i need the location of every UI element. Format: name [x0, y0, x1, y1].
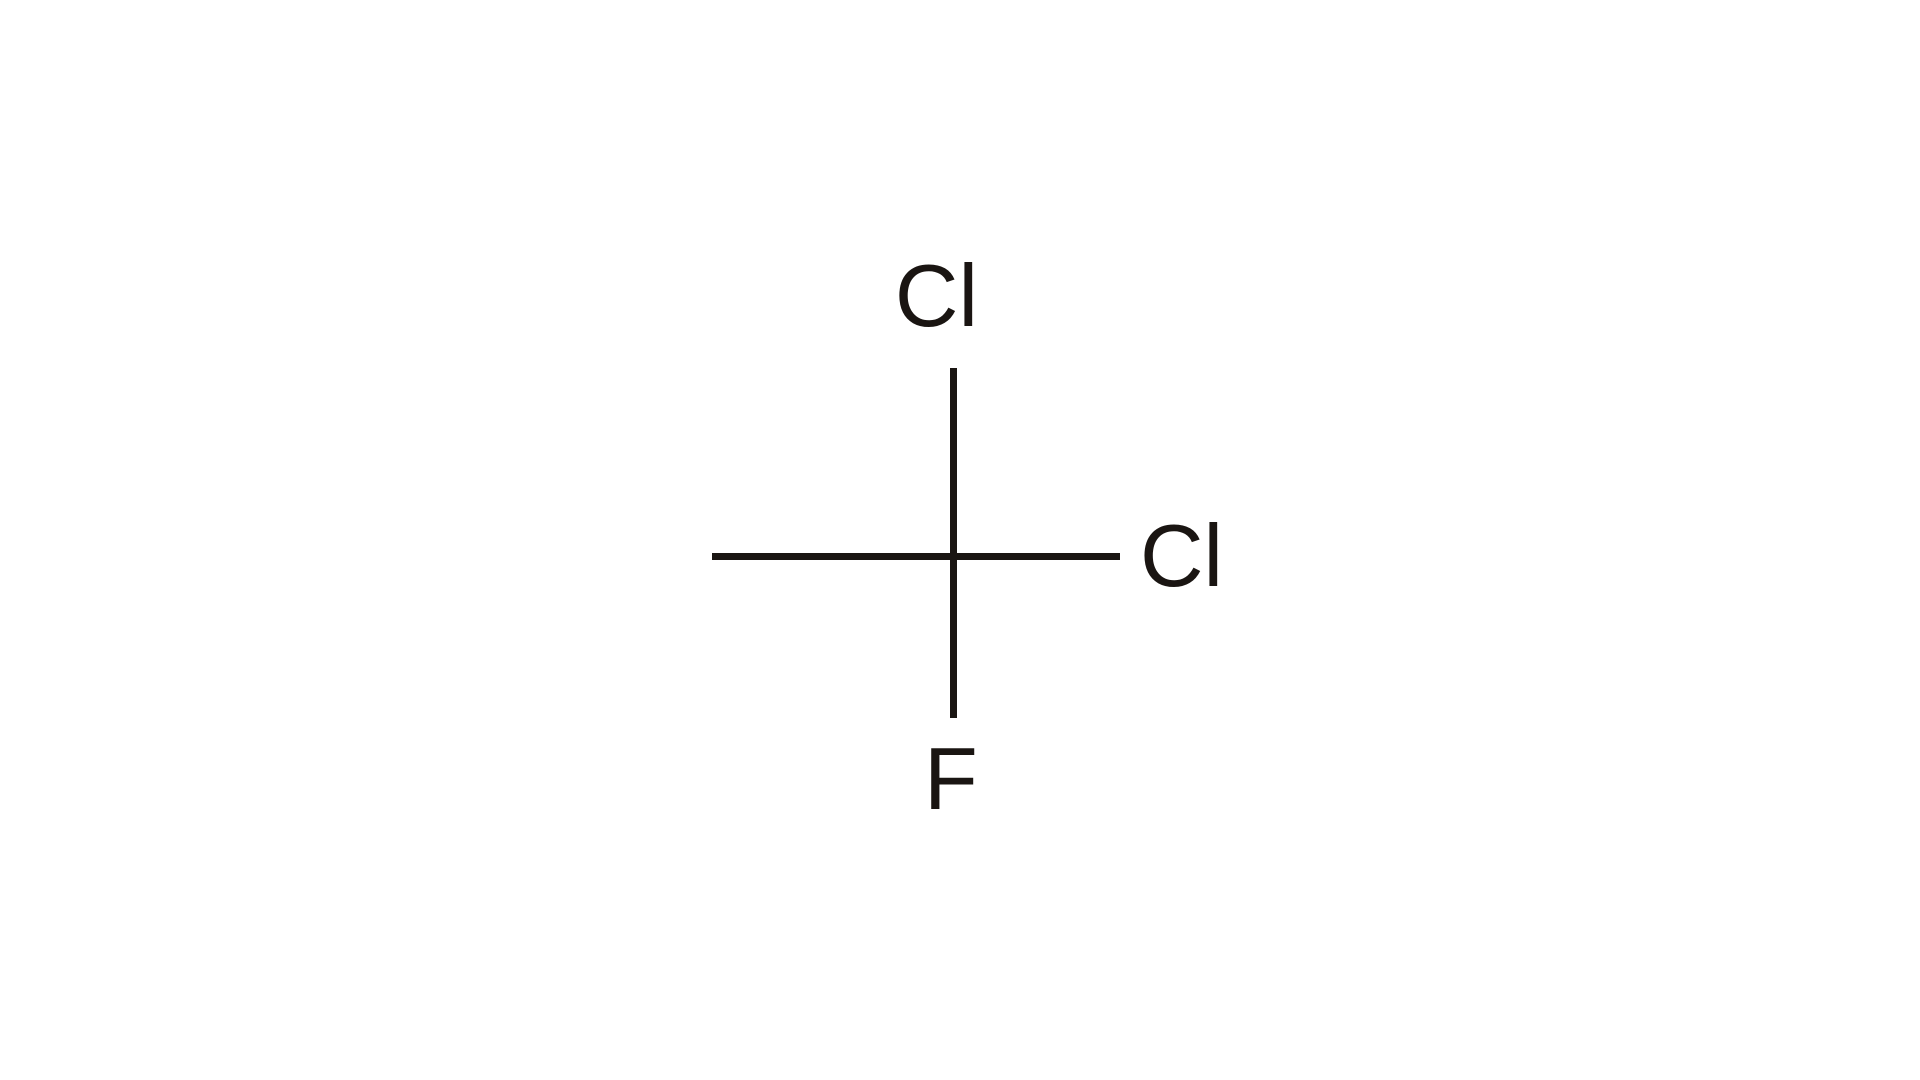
atom-label-right: Cl: [1140, 512, 1223, 600]
bond-center-right: [953, 553, 1120, 560]
atom-label-top: Cl: [895, 252, 978, 340]
atom-label-bottom: F: [924, 735, 978, 823]
bond-center-left: [712, 553, 953, 560]
bond-center-bottom: [950, 556, 957, 718]
bond-center-top: [950, 368, 957, 556]
